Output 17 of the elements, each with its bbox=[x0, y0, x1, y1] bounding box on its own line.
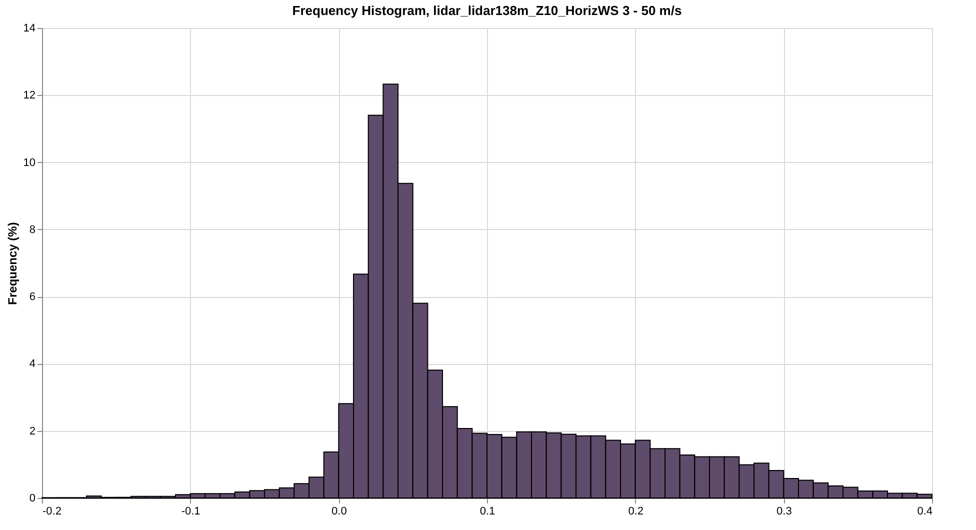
y-tick-label: 10 bbox=[23, 156, 36, 169]
y-tick-label: 0 bbox=[29, 492, 36, 504]
y-tick-label: 4 bbox=[29, 358, 36, 370]
x-tick-label: 0.3 bbox=[776, 506, 792, 518]
x-tick-label: -0.1 bbox=[181, 506, 200, 518]
y-tick-label: 12 bbox=[23, 90, 36, 102]
x-tick-label: 0.2 bbox=[628, 506, 644, 518]
x-tick-label: 0.0 bbox=[332, 506, 347, 518]
y-tick-label: 6 bbox=[29, 291, 36, 304]
x-tick-label: 0.4 bbox=[917, 506, 932, 518]
x-tick-label: 0.1 bbox=[480, 506, 496, 518]
chart-title: Frequency Histogram, lidar_lidar138m_Z10_HorizWS 3 - 50 m/s bbox=[292, 3, 682, 18]
y-axis-title: Frequency (%) bbox=[5, 222, 20, 305]
y-tick-label: 14 bbox=[23, 22, 36, 34]
x-tick-label: -0.2 bbox=[42, 506, 62, 518]
y-tick-label: 8 bbox=[29, 224, 36, 236]
y-tick-label: 2 bbox=[29, 425, 36, 438]
